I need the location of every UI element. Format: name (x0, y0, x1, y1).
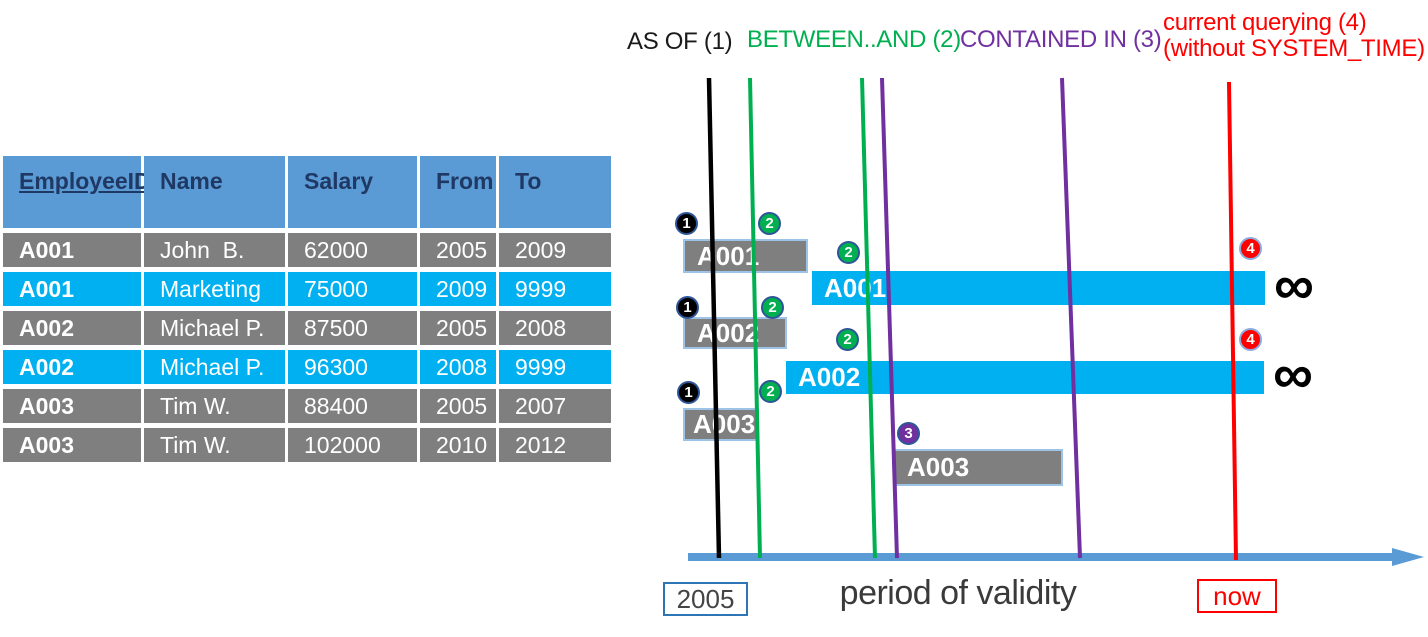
cell-employeeid: A003 (3, 389, 141, 423)
cell-employeeid: A001 (3, 272, 141, 306)
column-header-to: To (499, 156, 611, 228)
cell-to: 2008 (499, 311, 611, 345)
badge-between-2: 2 (837, 241, 860, 264)
table-row: A003 Tim W. 88400 2005 2007 (3, 389, 615, 423)
table-row: A001 John B. 62000 2005 2009 (3, 233, 615, 267)
cell-salary: 102000 (288, 428, 417, 462)
cell-to: 2012 (499, 428, 611, 462)
validity-bar-a003-v1: A003 (683, 408, 759, 441)
cell-name: Tim W. (144, 389, 285, 423)
legend-current-line1: current querying (4) (1163, 9, 1367, 36)
cell-name: John B. (144, 233, 285, 267)
table-header-row: EmployeeID Name Salary From To (3, 156, 615, 228)
cell-salary: 62000 (288, 233, 417, 267)
column-header-employeeid: EmployeeID (3, 156, 151, 228)
cell-employeeid: A002 (3, 350, 141, 384)
cell-from: 2010 (420, 428, 496, 462)
cell-from: 2005 (420, 233, 496, 267)
cell-from: 2005 (420, 311, 496, 345)
validity-bar-a001-v2: A001 (812, 271, 1265, 305)
contained-end-line (1060, 77, 1082, 559)
infinity-icon: ∞ (1273, 342, 1313, 405)
cell-name: Michael P. (144, 311, 285, 345)
infinity-icon: ∞ (1274, 253, 1314, 316)
legend-between-and: BETWEEN..AND (2) (747, 26, 961, 53)
table-row: A002 Michael P. 96300 2008 9999 (3, 350, 615, 384)
legend-current-line2: (without SYSTEM_TIME) (1163, 35, 1425, 62)
badge-contained-3: 3 (897, 422, 920, 445)
employee-table: EmployeeID Name Salary From To A001 John… (3, 156, 615, 462)
cell-to: 2007 (499, 389, 611, 423)
badge-between-2: 2 (758, 212, 781, 235)
badge-current-4: 4 (1239, 328, 1262, 351)
badge-between-2: 2 (761, 296, 784, 319)
cell-to: 9999 (499, 272, 611, 306)
cell-from: 2008 (420, 350, 496, 384)
cell-to: 2009 (499, 233, 611, 267)
bar-label: A003 (693, 409, 756, 439)
cell-salary: 87500 (288, 311, 417, 345)
cell-employeeid: A002 (3, 311, 141, 345)
legend-contained-in: CONTAINED IN (3) (960, 26, 1162, 53)
column-header-salary: Salary (288, 156, 417, 228)
table-row: A002 Michael P. 87500 2005 2008 (3, 311, 615, 345)
cell-to: 9999 (499, 350, 611, 384)
cell-salary: 88400 (288, 389, 417, 423)
validity-bar-a002-v1: A002 (683, 317, 787, 349)
contained-start-line (880, 77, 899, 559)
bar-label: A002 (697, 317, 760, 348)
badge-as-of-1: 1 (677, 381, 700, 404)
cell-name: Tim W. (144, 428, 285, 462)
badge-as-of-1: 1 (675, 212, 698, 235)
validity-bar-a001-v1: A001 (683, 239, 808, 273)
column-header-from: From (420, 156, 496, 228)
cell-employeeid: A001 (3, 233, 141, 267)
table-row: A001 Marketing 75000 2009 9999 (3, 272, 615, 306)
table-row: A003 Tim W. 102000 2010 2012 (3, 428, 615, 462)
between-end-line (860, 77, 877, 559)
legend-current-querying: current querying (4) (without SYSTEM_TIM… (1163, 10, 1425, 62)
bar-label: A003 (907, 452, 970, 482)
column-header-name: Name (144, 156, 285, 228)
current-now-line (1227, 81, 1238, 561)
axis-title: period of validity (839, 574, 1077, 612)
cell-salary: 96300 (288, 350, 417, 384)
legend-as-of: AS OF (1) (627, 28, 733, 55)
bar-label: A001 (697, 240, 760, 271)
badge-as-of-1: 1 (676, 296, 699, 319)
cell-employeeid: A003 (3, 428, 141, 462)
badge-between-2: 2 (836, 328, 859, 351)
badge-between-2: 2 (759, 380, 782, 403)
cell-from: 2005 (420, 389, 496, 423)
validity-bar-a002-v2: A002 (786, 361, 1264, 394)
bar-label: A001 (824, 272, 887, 303)
axis-start-year-box: 2005 (663, 582, 748, 616)
cell-name: Marketing (144, 272, 285, 306)
period-axis-arrow (688, 548, 1424, 566)
badge-current-4: 4 (1239, 237, 1262, 260)
axis-now-box: now (1197, 579, 1277, 613)
cell-name: Michael P. (144, 350, 285, 384)
cell-salary: 75000 (288, 272, 417, 306)
validity-bar-a003-v2: A003 (893, 449, 1063, 486)
bar-label: A002 (798, 362, 861, 392)
cell-from: 2009 (420, 272, 496, 306)
